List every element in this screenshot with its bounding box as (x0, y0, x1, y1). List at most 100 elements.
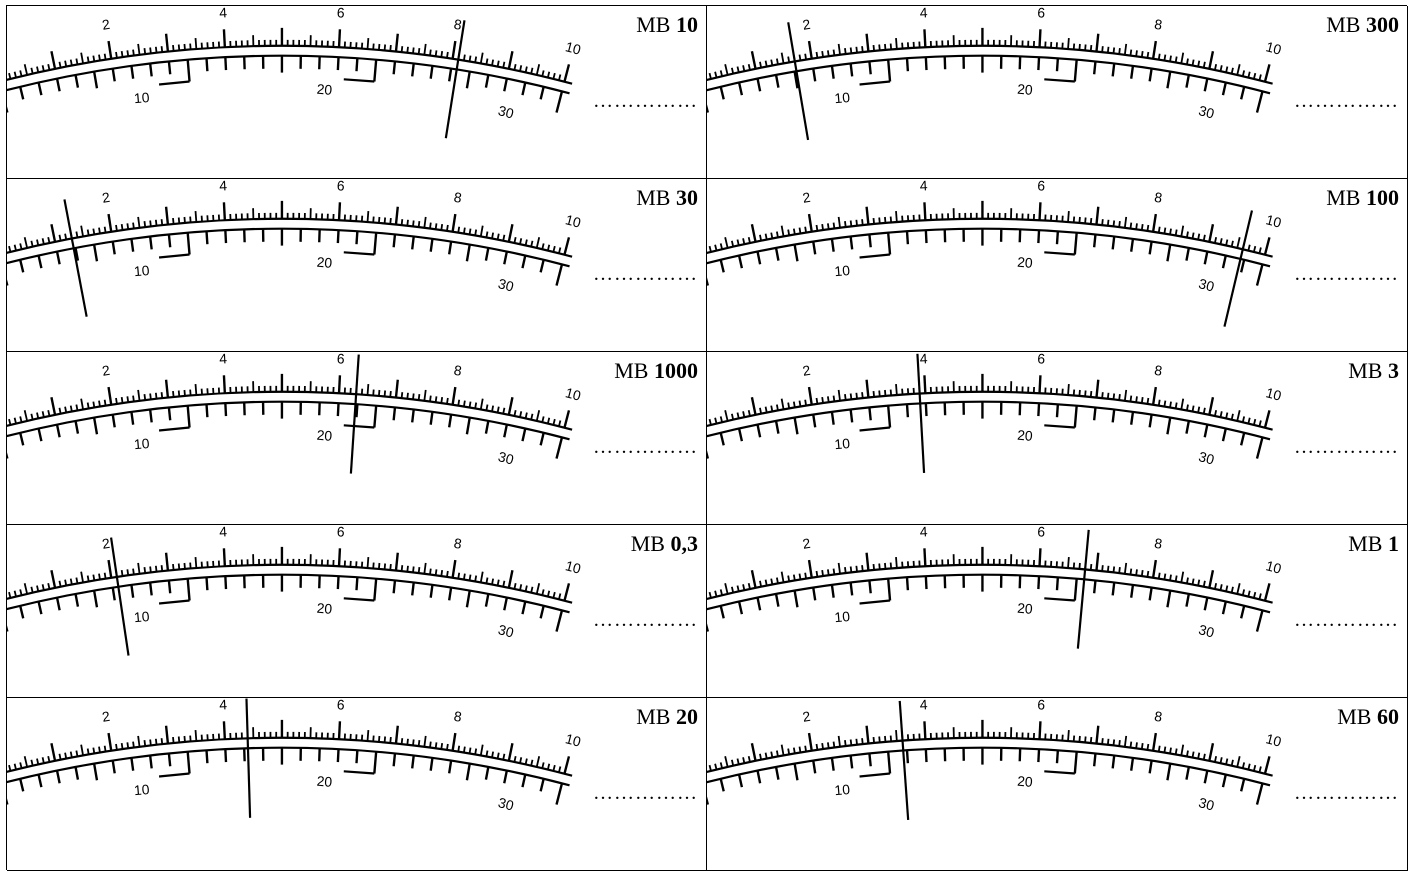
lower-tick (113, 761, 115, 774)
upper-tick (564, 64, 568, 81)
lower-tick-label: 10 (834, 262, 851, 279)
upper-tick (1209, 224, 1213, 242)
lower-tick (113, 588, 115, 601)
upper-tick (76, 405, 77, 411)
upper-tick (752, 397, 756, 415)
upper-tick (402, 219, 403, 225)
upper-tick-label: 4 (919, 525, 928, 540)
upper-tick (752, 743, 756, 761)
lower-tick (1257, 91, 1262, 112)
upper-tick (492, 60, 493, 66)
lower-tick (412, 64, 414, 77)
upper-tick (122, 51, 123, 57)
upper-tick (1125, 44, 1126, 55)
answer-blank[interactable]: …………… (593, 263, 698, 286)
upper-tick (99, 55, 100, 61)
lower-tick (188, 406, 190, 428)
upper-tick (492, 233, 493, 239)
upper-tick (116, 398, 117, 404)
upper-tick (817, 398, 818, 404)
upper-tick (862, 219, 863, 225)
upper-tick (1226, 413, 1227, 419)
answer-blank[interactable]: …………… (1294, 609, 1399, 632)
lower-tick (1223, 83, 1226, 96)
lower-tick (57, 79, 60, 92)
answer-blank[interactable]: …………… (1294, 263, 1399, 286)
lower-tick (707, 783, 708, 804)
upper-tick (402, 565, 403, 571)
upper-tick (1265, 756, 1269, 773)
upper-tick (1091, 391, 1092, 397)
upper-tick (1119, 567, 1120, 573)
upper-tick (845, 567, 846, 573)
upper-tick (1164, 574, 1165, 580)
lower-tick (541, 606, 544, 619)
upper-tick (430, 223, 431, 229)
answer-blank[interactable]: …………… (1294, 436, 1399, 459)
upper-tick (1102, 738, 1103, 744)
upper-tick (436, 396, 437, 402)
upper-tick-label: 8 (453, 16, 463, 33)
upper-tick (475, 57, 476, 63)
lower-tick (486, 767, 488, 780)
upper-tick (737, 759, 738, 765)
upper-tick (885, 390, 886, 396)
upper-tick (1079, 44, 1080, 50)
upper-tick (184, 44, 185, 50)
lower-tick-hook (1044, 598, 1075, 600)
lower-tick (707, 91, 708, 112)
lower-tick (131, 66, 133, 79)
upper-tick (43, 411, 44, 417)
lower-tick (169, 61, 170, 74)
upper-tick (1153, 733, 1156, 751)
answer-blank[interactable]: …………… (593, 90, 698, 113)
lower-tick (207, 750, 208, 763)
answer-blank[interactable]: …………… (1294, 90, 1399, 113)
lower-tick (225, 230, 226, 243)
lower-tick (150, 410, 152, 423)
answer-blank[interactable]: …………… (593, 436, 698, 459)
upper-tick (1254, 419, 1255, 425)
range-value: 30 (676, 185, 698, 210)
range-label: МВ 1000 (614, 358, 698, 384)
upper-tick (874, 45, 875, 51)
lower-tick (113, 242, 115, 255)
upper-tick (385, 737, 386, 743)
lower-tick (449, 242, 451, 255)
upper-tick (564, 756, 568, 773)
upper-tick (162, 392, 163, 398)
lower-tick (813, 242, 815, 255)
lower-tick (76, 767, 78, 780)
upper-tick-label: 4 (219, 6, 228, 21)
upper-tick (81, 226, 83, 237)
upper-tick (25, 64, 27, 75)
answer-blank[interactable]: …………… (593, 609, 698, 632)
upper-tick (885, 563, 886, 569)
lower-tick (721, 433, 724, 446)
lower-tick (1131, 239, 1133, 252)
upper-tick (133, 396, 134, 402)
upper-tick-label: 6 (1037, 525, 1046, 540)
upper-tick (817, 571, 818, 577)
upper-tick (715, 591, 716, 597)
lower-tick-hook (860, 427, 890, 430)
upper-tick (498, 61, 499, 67)
upper-tick (396, 207, 398, 225)
upper-tick (385, 45, 386, 51)
upper-tick (794, 229, 795, 235)
upper-tick (559, 594, 560, 600)
upper-tick (548, 245, 549, 251)
answer-blank[interactable]: …………… (593, 782, 698, 805)
upper-tick (782, 226, 784, 237)
lower-tick (131, 758, 133, 771)
answer-blank[interactable]: …………… (1294, 782, 1399, 805)
upper-tick (782, 572, 784, 583)
upper-tick (805, 746, 806, 752)
upper-tick (1193, 579, 1194, 585)
upper-tick (845, 740, 846, 746)
upper-tick (173, 737, 174, 743)
pointer-needle (1078, 530, 1089, 649)
upper-tick-label: 10 (564, 557, 583, 576)
upper-tick-label: 8 (453, 189, 463, 206)
lower-tick (1131, 758, 1133, 771)
